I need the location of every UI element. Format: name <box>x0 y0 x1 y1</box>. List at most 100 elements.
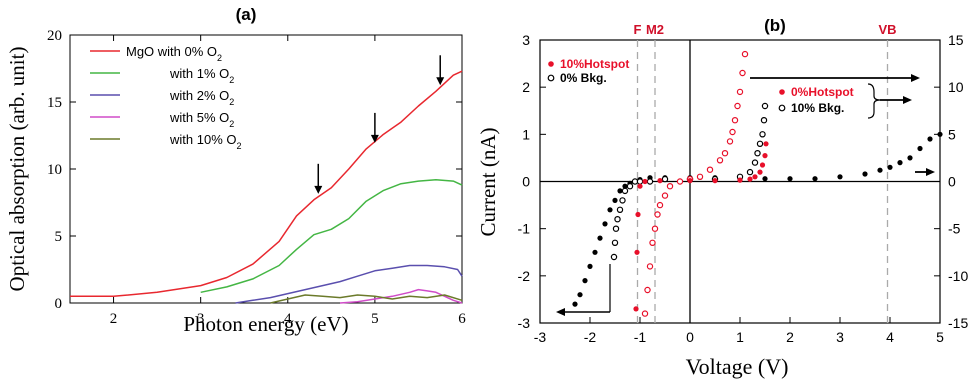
panel-a-ylabel: Optical absorption (arb. unit) <box>5 47 29 292</box>
data-point-3 <box>657 178 663 184</box>
data-point-2 <box>739 69 746 77</box>
x-tick-label: 2 <box>110 311 118 327</box>
data-point-3 <box>737 177 743 183</box>
data-point-2 <box>646 263 654 270</box>
axis-arrow-head <box>903 96 912 104</box>
data-point-0 <box>622 183 628 189</box>
y-tick-label: 0 <box>55 296 63 312</box>
data-point-0 <box>602 221 608 227</box>
panel-b-series <box>572 50 943 317</box>
reference-line-label-2: VB <box>878 22 896 37</box>
data-point-0 <box>812 176 818 182</box>
x-tick-label: -2 <box>584 329 597 345</box>
data-point-0 <box>862 171 868 177</box>
y-tick-label: 0 <box>522 174 530 190</box>
data-point-0 <box>607 207 613 213</box>
data-point-2 <box>649 239 656 246</box>
y-tick-label: 2 <box>522 79 530 95</box>
data-point-1 <box>751 159 759 166</box>
x-tick-label: 5 <box>371 311 379 327</box>
data-point-0 <box>937 131 943 137</box>
data-point-3 <box>637 183 643 189</box>
legend-label-1: with 1% O2 <box>169 66 234 85</box>
x-tick-label: 3 <box>836 329 844 345</box>
data-point-2 <box>641 310 649 317</box>
data-point-3 <box>762 153 768 159</box>
data-point-3 <box>687 178 693 184</box>
data-point-0 <box>612 197 618 203</box>
series-line-2 <box>235 264 463 304</box>
annotation-arrow-head-1 <box>370 134 379 143</box>
y-tick-label: -3 <box>518 315 531 331</box>
y2-tick-label: -15 <box>948 315 968 331</box>
data-point-2 <box>729 128 736 136</box>
data-point-2 <box>726 138 734 145</box>
data-point-1 <box>626 182 634 190</box>
data-point-3 <box>642 178 648 185</box>
y2-tick-label: 10 <box>948 79 964 95</box>
legend-label-4: with 10% O2 <box>169 132 242 151</box>
data-point-0 <box>897 160 903 166</box>
data-point-0 <box>887 164 893 170</box>
data-point-0 <box>577 292 583 298</box>
panel-b-ylabel: Current (nA) <box>476 127 500 236</box>
data-point-2 <box>656 201 664 209</box>
data-point-2 <box>676 178 684 185</box>
data-point-3 <box>633 306 639 312</box>
y-tick-label: -2 <box>518 268 531 284</box>
y2-tick-label: 5 <box>948 126 956 142</box>
data-point-0 <box>587 263 593 269</box>
panel-b-xlabel: Voltage (V) <box>686 354 789 379</box>
data-point-0 <box>762 176 768 182</box>
series-line-4 <box>270 294 463 304</box>
y2-tick-label: -5 <box>948 221 961 237</box>
data-point-1 <box>611 239 619 246</box>
data-point-1 <box>759 131 766 138</box>
y-tick-label: 5 <box>55 229 63 245</box>
data-point-1 <box>636 178 644 185</box>
data-point-2 <box>736 88 744 96</box>
x-tick-label: 3 <box>197 311 205 327</box>
y2-tick-label: -10 <box>948 268 968 284</box>
data-point-1 <box>612 225 620 232</box>
y2-tick-label: 0 <box>948 174 956 190</box>
axis-arrow-head <box>926 168 935 176</box>
data-point-2 <box>666 182 674 190</box>
data-point-1 <box>621 187 629 195</box>
data-point-3 <box>747 176 753 182</box>
data-point-1 <box>614 215 621 223</box>
x-tick-label: -1 <box>634 329 647 345</box>
y2-tick-label: 15 <box>948 32 964 48</box>
x-tick-label: -3 <box>534 329 547 345</box>
legend-label-2: with 2% O2 <box>169 88 234 107</box>
data-point-3 <box>634 249 640 255</box>
data-point-2 <box>731 116 739 124</box>
series-line-3 <box>339 288 463 304</box>
legend-right-label-0: 0%Hotspot <box>791 85 854 99</box>
series-line-1 <box>200 178 463 294</box>
panel-a-label: (a) <box>236 5 257 24</box>
axis-arrow-head <box>556 308 565 316</box>
x-tick-label: 2 <box>786 329 794 345</box>
data-point-0 <box>582 278 588 284</box>
data-point-0 <box>877 167 883 173</box>
reference-line-label-0: F <box>634 22 642 37</box>
legend-right-marker-1 <box>778 104 786 112</box>
panel-a-legend: MgO with 0% O2 with 1% O2 with 2% O2 with 5… <box>90 44 242 151</box>
data-point-3 <box>752 174 758 180</box>
data-point-2 <box>734 102 741 110</box>
x-tick-label: 4 <box>284 311 292 327</box>
data-point-1 <box>619 197 626 204</box>
panel-b-reference-lines: F M2 VB <box>634 22 897 323</box>
data-point-2 <box>661 192 669 199</box>
x-tick-label: 6 <box>458 311 466 327</box>
data-point-0 <box>837 174 843 180</box>
panel-a-axes: 2 3 4 5 6 0 5 10 15 20 <box>47 28 466 327</box>
data-point-1 <box>746 168 754 176</box>
reference-line-label-1: M2 <box>646 22 664 37</box>
data-point-2 <box>696 173 704 180</box>
data-point-2 <box>654 211 661 218</box>
panel-a-frame <box>69 34 463 304</box>
legend-left-label-0: 10%Hotspot <box>560 57 629 71</box>
data-point-1 <box>661 175 669 183</box>
